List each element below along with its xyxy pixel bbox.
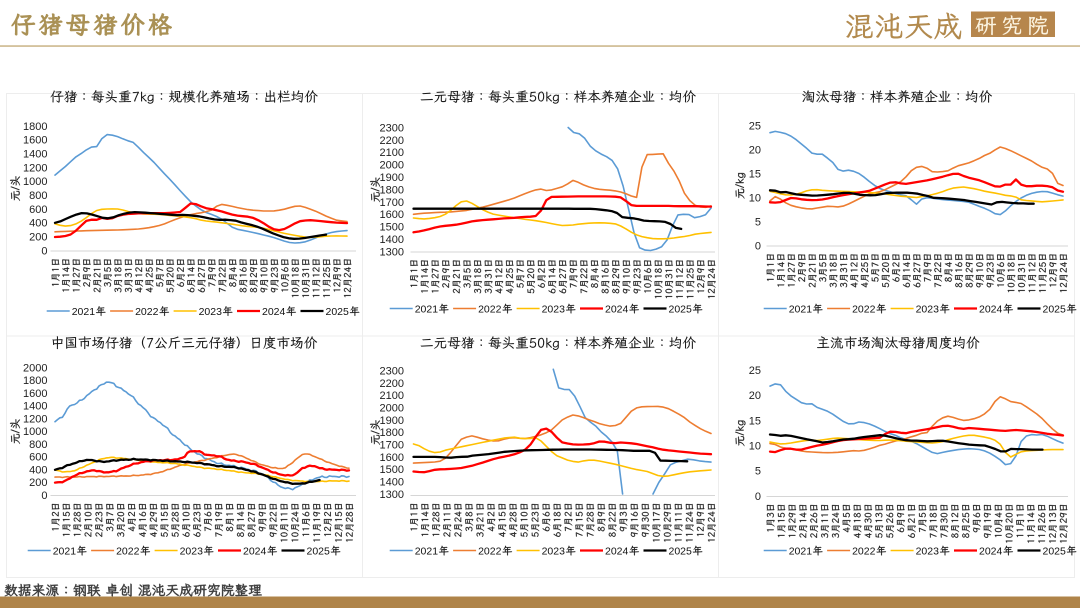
svg-text:2025: 2025 [1043, 545, 1067, 557]
svg-text:2024: 2024 [262, 306, 286, 318]
svg-text:5: 5 [755, 466, 761, 478]
svg-text:2022: 2022 [852, 545, 876, 557]
svg-text:1400: 1400 [380, 234, 404, 246]
svg-text:2300: 2300 [380, 122, 404, 134]
svg-text:2024: 2024 [979, 545, 1003, 557]
svg-text:20: 20 [749, 144, 761, 156]
svg-text:5: 5 [755, 216, 761, 228]
svg-text:2025: 2025 [1043, 303, 1067, 315]
svg-text:2023: 2023 [542, 545, 566, 557]
svg-text:800: 800 [29, 439, 47, 451]
svg-text:2023: 2023 [542, 303, 566, 315]
svg-text:25: 25 [749, 120, 761, 132]
svg-text:1400: 1400 [23, 401, 47, 413]
svg-text:2023: 2023 [916, 303, 940, 315]
svg-text:20: 20 [749, 390, 761, 402]
svg-text:2025: 2025 [669, 545, 693, 557]
svg-text:600: 600 [29, 452, 47, 464]
svg-text:2300: 2300 [380, 365, 404, 377]
svg-text:0: 0 [41, 490, 47, 502]
svg-text:1000: 1000 [23, 426, 47, 438]
svg-text:1200: 1200 [23, 413, 47, 425]
svg-text:1600: 1600 [23, 135, 47, 147]
svg-text:1700: 1700 [380, 440, 404, 452]
svg-text:2021: 2021 [789, 303, 813, 315]
svg-text:1300: 1300 [380, 246, 404, 258]
svg-text:2023: 2023 [199, 306, 223, 318]
svg-text:1500: 1500 [380, 222, 404, 234]
svg-text:200: 200 [29, 477, 47, 489]
svg-text:2023: 2023 [180, 545, 204, 557]
svg-text:25: 25 [749, 365, 761, 377]
svg-text:2100: 2100 [380, 390, 404, 402]
svg-text:1000: 1000 [23, 176, 47, 188]
svg-text:2022: 2022 [852, 303, 876, 315]
svg-text:1500: 1500 [380, 464, 404, 476]
svg-text:1800: 1800 [380, 427, 404, 439]
svg-text:2200: 2200 [380, 378, 404, 390]
svg-text:2022: 2022 [116, 545, 140, 557]
svg-text:2021: 2021 [415, 545, 439, 557]
svg-text:1900: 1900 [380, 415, 404, 427]
svg-text:1300: 1300 [380, 489, 404, 501]
svg-text:2023: 2023 [916, 545, 940, 557]
svg-text:1700: 1700 [380, 197, 404, 209]
svg-text:1200: 1200 [23, 162, 47, 174]
svg-text:1400: 1400 [380, 477, 404, 489]
svg-text:2021: 2021 [789, 545, 813, 557]
svg-text:800: 800 [29, 190, 47, 202]
svg-text:1600: 1600 [23, 388, 47, 400]
svg-text:2200: 2200 [380, 135, 404, 147]
svg-text:2022: 2022 [478, 303, 502, 315]
svg-text:2025: 2025 [669, 303, 693, 315]
svg-text:1800: 1800 [380, 184, 404, 196]
svg-text:10: 10 [749, 192, 761, 204]
svg-text:15: 15 [749, 168, 761, 180]
svg-text:1800: 1800 [23, 121, 47, 133]
svg-text:10: 10 [749, 441, 761, 453]
svg-text:15: 15 [749, 415, 761, 427]
svg-text:2024: 2024 [605, 545, 629, 557]
svg-text:0: 0 [755, 240, 761, 252]
svg-text:400: 400 [29, 464, 47, 476]
svg-text:2024: 2024 [979, 303, 1003, 315]
svg-text:2024: 2024 [605, 303, 629, 315]
svg-text:2025: 2025 [326, 306, 350, 318]
svg-text:2100: 2100 [380, 147, 404, 159]
svg-text:2021: 2021 [53, 545, 77, 557]
svg-text:1800: 1800 [23, 375, 47, 387]
svg-text:2000: 2000 [23, 362, 47, 374]
svg-text:2000: 2000 [380, 160, 404, 172]
svg-text:400: 400 [29, 218, 47, 230]
svg-text:2021: 2021 [415, 303, 439, 315]
svg-text:200: 200 [29, 232, 47, 244]
svg-text:2025: 2025 [307, 545, 331, 557]
svg-text:2021: 2021 [72, 306, 96, 318]
svg-text:1900: 1900 [380, 172, 404, 184]
svg-text:2022: 2022 [135, 306, 159, 318]
svg-text:0: 0 [755, 491, 761, 503]
svg-text:2024: 2024 [243, 545, 267, 557]
svg-text:1600: 1600 [380, 209, 404, 221]
svg-text:2022: 2022 [478, 545, 502, 557]
svg-text:600: 600 [29, 204, 47, 216]
svg-text:1400: 1400 [23, 149, 47, 161]
svg-text:1600: 1600 [380, 452, 404, 464]
svg-text:2000: 2000 [380, 402, 404, 414]
svg-text:0: 0 [41, 245, 47, 257]
